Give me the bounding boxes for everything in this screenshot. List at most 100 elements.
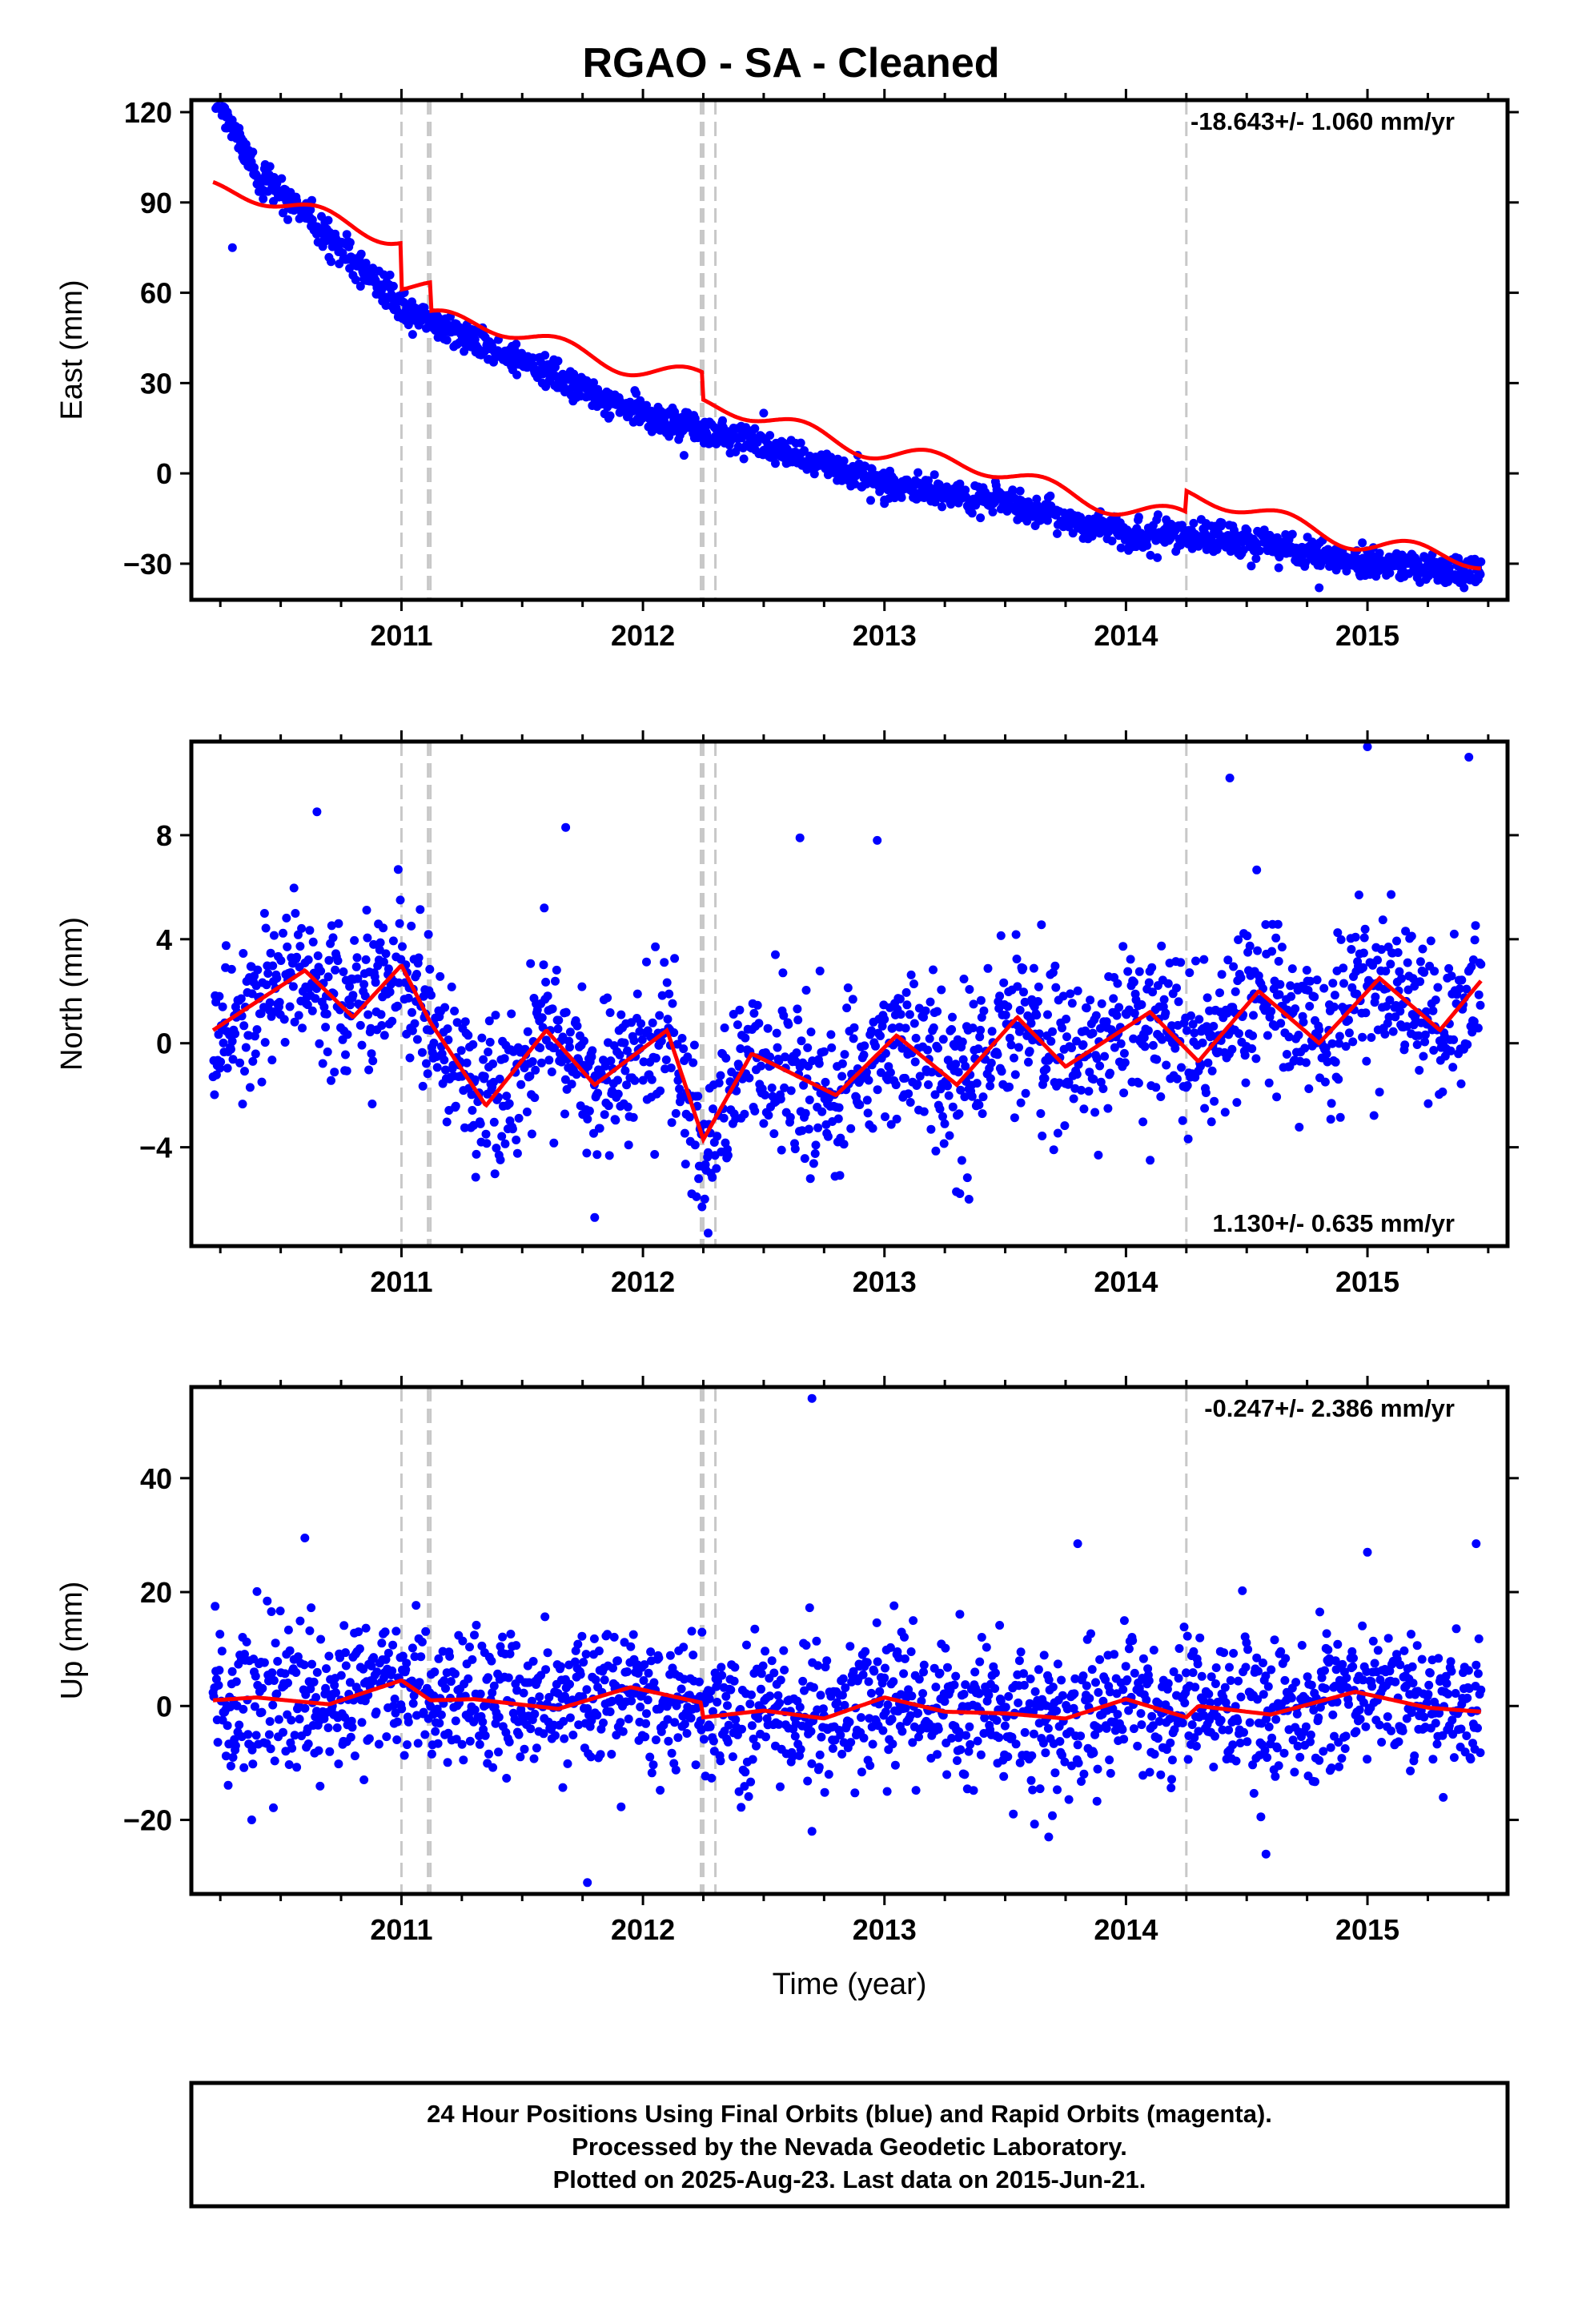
up-point	[1019, 1680, 1029, 1690]
north-point	[648, 1018, 657, 1027]
north-point	[484, 1016, 494, 1026]
east-point	[528, 353, 537, 363]
north-point	[1048, 1027, 1057, 1036]
up-point	[859, 1733, 869, 1743]
up-point	[1053, 1659, 1062, 1669]
up-point	[252, 1586, 262, 1596]
up-point	[769, 1668, 779, 1678]
north-point	[330, 1068, 339, 1077]
north-point	[811, 1140, 821, 1150]
up-point	[1000, 1721, 1010, 1731]
north-point	[1126, 955, 1135, 964]
up-point	[1001, 1703, 1010, 1712]
north-point	[408, 1007, 416, 1017]
up-point	[1219, 1648, 1229, 1658]
up-point	[560, 1734, 569, 1743]
east-point	[1358, 538, 1367, 548]
up-point	[400, 1751, 409, 1760]
up-point	[806, 1727, 816, 1736]
north-point	[1305, 1002, 1315, 1011]
up-point	[1052, 1706, 1062, 1715]
up-point	[1079, 1769, 1089, 1779]
north-point	[1339, 963, 1348, 973]
up-point	[616, 1802, 626, 1811]
north-point	[472, 1149, 481, 1159]
north-point	[765, 1052, 775, 1062]
north-point	[316, 967, 326, 976]
north-point	[1092, 1054, 1102, 1063]
north-point	[636, 1019, 646, 1028]
north-point	[1312, 975, 1322, 985]
up-point	[729, 1676, 739, 1686]
up-point	[1094, 1723, 1104, 1733]
north-point	[1415, 1066, 1424, 1075]
north-point	[1207, 1117, 1216, 1127]
east-point	[307, 195, 316, 205]
north-point	[1449, 929, 1459, 939]
up-point	[1038, 1739, 1048, 1748]
north-point	[1183, 1134, 1193, 1144]
north-point	[976, 1025, 986, 1035]
up-point	[741, 1767, 750, 1777]
up-point	[881, 1707, 890, 1717]
north-point	[1415, 977, 1425, 987]
north-point	[543, 991, 552, 1001]
north-outlier-point	[1464, 753, 1474, 762]
north-point	[364, 1065, 374, 1075]
up-point	[300, 1703, 310, 1713]
up-point	[1241, 1663, 1251, 1672]
up-point	[890, 1760, 900, 1770]
east-y-tick-label: 60	[140, 277, 172, 310]
up-point	[1211, 1679, 1220, 1688]
north-point	[897, 1043, 907, 1053]
north-point	[554, 1015, 564, 1025]
up-point	[908, 1738, 917, 1747]
north-point	[667, 1118, 677, 1128]
north-point	[955, 1189, 965, 1198]
north-point	[792, 1048, 801, 1058]
east-point	[1146, 550, 1155, 560]
north-point	[1137, 1000, 1146, 1009]
up-point	[641, 1719, 651, 1728]
up-point	[335, 1653, 345, 1663]
up-point	[543, 1648, 552, 1658]
north-point	[624, 1140, 633, 1150]
north-point	[307, 1006, 317, 1015]
up-point	[705, 1694, 714, 1703]
north-point	[826, 1030, 836, 1039]
up-point	[889, 1601, 899, 1610]
up-point	[1087, 1665, 1097, 1675]
up-point	[312, 1667, 322, 1677]
north-point	[938, 1035, 948, 1044]
east-point	[955, 479, 965, 489]
north-point	[1152, 1055, 1162, 1064]
north-point	[855, 1100, 865, 1109]
up-point	[713, 1698, 722, 1707]
east-y-tick-label: −30	[123, 548, 172, 581]
north-point	[986, 1074, 995, 1084]
up-point	[943, 1663, 952, 1672]
east-point	[553, 356, 563, 366]
north-point	[257, 1077, 267, 1087]
up-point	[1007, 1732, 1017, 1742]
east-point	[897, 493, 906, 502]
north-point	[1040, 1074, 1050, 1084]
north-point	[1457, 975, 1467, 985]
north-point	[876, 1031, 885, 1040]
north-point	[904, 1089, 913, 1099]
north-point	[1440, 1051, 1450, 1061]
up-point	[1154, 1717, 1164, 1726]
up-point	[1030, 1687, 1040, 1696]
north-point	[416, 905, 425, 915]
up-point	[330, 1680, 339, 1690]
north-point	[974, 1044, 983, 1054]
north-point	[508, 1124, 517, 1134]
up-point	[761, 1732, 770, 1742]
north-point	[1373, 955, 1382, 965]
north-point	[560, 1075, 570, 1084]
up-point	[709, 1707, 717, 1716]
up-point	[357, 1718, 367, 1727]
north-point	[1209, 1022, 1219, 1031]
up-point	[484, 1749, 493, 1759]
